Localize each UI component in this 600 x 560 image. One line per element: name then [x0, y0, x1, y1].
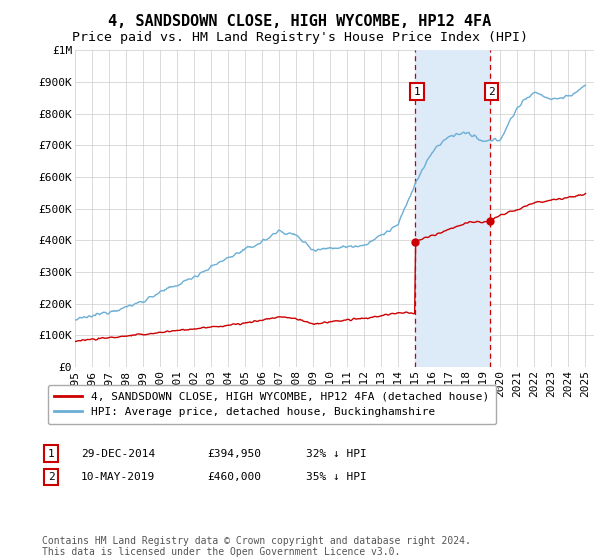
Text: 1: 1 — [413, 87, 420, 96]
Text: 1: 1 — [47, 449, 55, 459]
Text: 10-MAY-2019: 10-MAY-2019 — [81, 472, 155, 482]
Text: 35% ↓ HPI: 35% ↓ HPI — [306, 472, 367, 482]
Legend: 4, SANDSDOWN CLOSE, HIGH WYCOMBE, HP12 4FA (detached house), HPI: Average price,: 4, SANDSDOWN CLOSE, HIGH WYCOMBE, HP12 4… — [47, 385, 496, 424]
Text: 29-DEC-2014: 29-DEC-2014 — [81, 449, 155, 459]
Text: 2: 2 — [488, 87, 494, 96]
Text: 2: 2 — [47, 472, 55, 482]
Text: Contains HM Land Registry data © Crown copyright and database right 2024.
This d: Contains HM Land Registry data © Crown c… — [42, 535, 471, 557]
Text: 4, SANDSDOWN CLOSE, HIGH WYCOMBE, HP12 4FA: 4, SANDSDOWN CLOSE, HIGH WYCOMBE, HP12 4… — [109, 14, 491, 29]
Text: £394,950: £394,950 — [207, 449, 261, 459]
Bar — [415, 50, 490, 367]
Text: Price paid vs. HM Land Registry's House Price Index (HPI): Price paid vs. HM Land Registry's House … — [72, 31, 528, 44]
Text: 32% ↓ HPI: 32% ↓ HPI — [306, 449, 367, 459]
Text: £460,000: £460,000 — [207, 472, 261, 482]
